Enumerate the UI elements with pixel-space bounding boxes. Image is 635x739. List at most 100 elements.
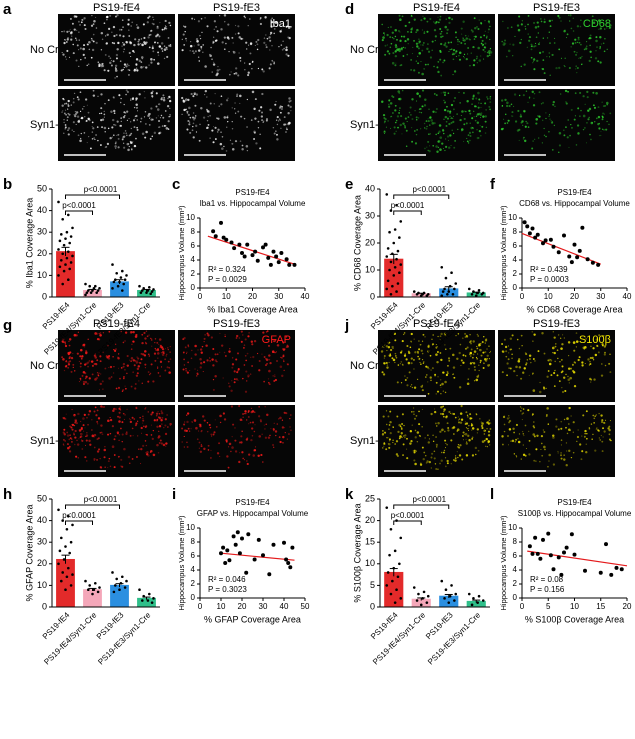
speckle (81, 439, 82, 440)
statistic-label: P = 0.3023 (208, 585, 247, 594)
speckle (479, 20, 480, 21)
speckle (450, 439, 452, 441)
speckle (382, 36, 385, 39)
data-point (66, 528, 69, 531)
speckle (599, 36, 601, 38)
data-point (449, 595, 452, 598)
speckle (463, 439, 464, 440)
speckle (484, 46, 486, 48)
data-point (140, 291, 143, 294)
speckle (214, 127, 216, 129)
speckle (109, 62, 111, 64)
speckle (100, 93, 102, 95)
speckle (202, 346, 204, 348)
speckle (386, 410, 387, 411)
speckle (279, 441, 281, 443)
speckle (230, 390, 232, 392)
speckle (536, 36, 538, 38)
data-point (557, 555, 561, 559)
speckle (246, 145, 249, 148)
speckle (533, 61, 534, 62)
speckle (439, 19, 441, 21)
speckle (150, 138, 152, 140)
speckle (232, 121, 233, 122)
speckle (79, 361, 80, 362)
speckle (446, 444, 448, 446)
speckle (154, 342, 155, 343)
speckle (477, 334, 479, 336)
data-point (61, 218, 64, 221)
speckle (450, 49, 451, 50)
speckle (80, 59, 81, 60)
speckle (85, 98, 87, 100)
data-point (221, 546, 225, 550)
speckle (151, 346, 152, 347)
speckle (238, 461, 240, 463)
speckle (384, 131, 385, 132)
speckle (185, 370, 187, 372)
speckle (405, 353, 406, 354)
speckle (476, 348, 478, 350)
speckle (465, 433, 468, 436)
speckle (531, 45, 533, 47)
speckle (153, 454, 156, 457)
speckle (196, 131, 197, 132)
speckle (154, 419, 156, 421)
micrograph (178, 89, 295, 161)
speckle (162, 29, 164, 31)
data-point (67, 250, 70, 253)
speckle (67, 37, 69, 39)
speckle (480, 360, 482, 362)
y-tick-label: 4 (513, 565, 518, 574)
speckle (531, 44, 533, 46)
speckle (95, 363, 96, 364)
speckle (114, 112, 116, 114)
speckle (125, 112, 127, 114)
speckle (126, 89, 128, 91)
speckle (536, 60, 538, 62)
data-point (536, 552, 540, 556)
speckle (395, 36, 396, 37)
speckle (593, 378, 595, 380)
data-point (114, 584, 117, 587)
speckle (573, 30, 575, 32)
speckle (458, 55, 460, 57)
speckle (261, 93, 263, 95)
speckle (571, 28, 573, 30)
speckle (183, 423, 185, 425)
speckle (196, 38, 198, 40)
data-point (416, 293, 419, 296)
data-point (604, 542, 608, 546)
speckle (190, 45, 193, 48)
speckle (585, 363, 586, 364)
speckle (438, 147, 439, 148)
speckle (437, 61, 439, 63)
speckle (574, 119, 576, 121)
speckle (207, 431, 209, 433)
speckle (417, 56, 418, 57)
speckle (448, 22, 450, 24)
speckle (595, 36, 597, 38)
speckle (91, 15, 92, 16)
speckle (427, 381, 428, 382)
speckle (426, 128, 428, 130)
speckle (282, 436, 284, 438)
speckle (430, 56, 432, 58)
speckle (201, 444, 202, 445)
speckle (283, 124, 285, 126)
data-point (115, 272, 118, 275)
speckle (389, 421, 391, 423)
speckle (422, 90, 424, 92)
speckle (85, 120, 87, 122)
speckle (399, 32, 400, 33)
speckle (527, 47, 528, 48)
speckle (71, 104, 72, 105)
y-tick-label: 30 (365, 210, 375, 220)
speckle (86, 417, 87, 418)
speckle (92, 373, 94, 375)
speckle (156, 415, 158, 417)
speckle (140, 448, 142, 450)
speckle (480, 135, 482, 137)
speckle (196, 93, 198, 95)
speckle (168, 45, 170, 47)
